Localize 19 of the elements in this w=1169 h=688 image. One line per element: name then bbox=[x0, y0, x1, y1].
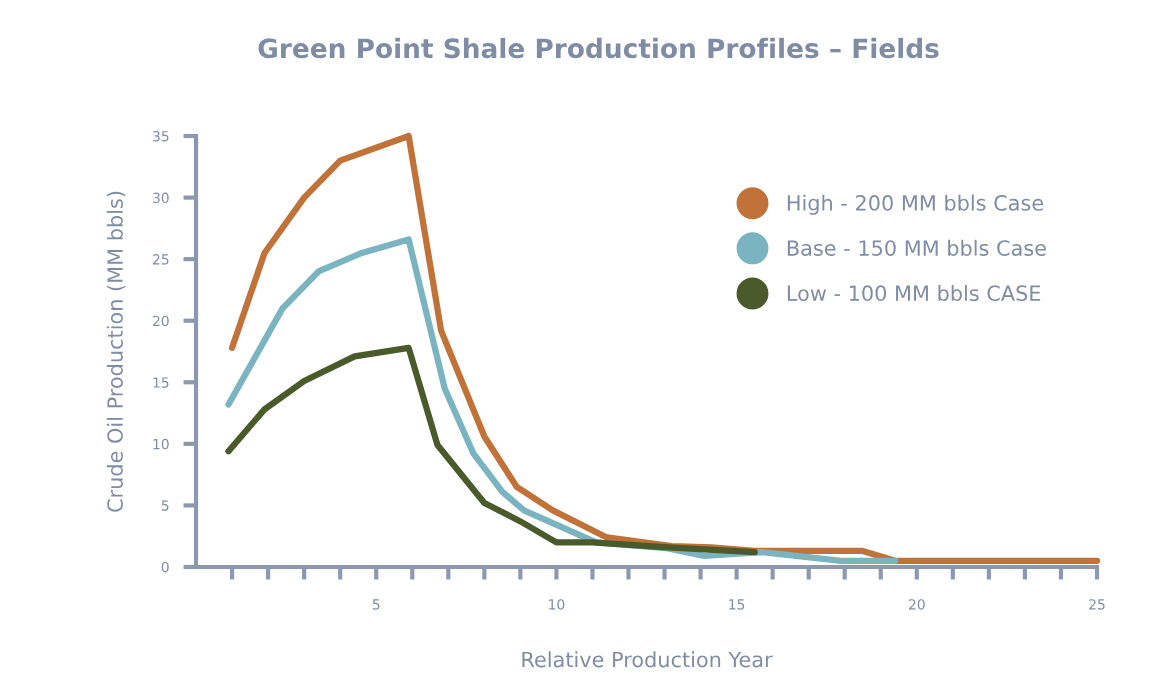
x-tick-label: 25 bbox=[1089, 599, 1105, 610]
legend-label: Base - 150 MM bbls Case bbox=[787, 239, 1046, 256]
y-axis-title: Crude Oil Production (MM bbls) bbox=[106, 191, 126, 512]
x-tick-label: 15 bbox=[729, 599, 745, 610]
y-tick-label: 15 bbox=[153, 377, 169, 388]
y-tick-label: 35 bbox=[153, 130, 169, 142]
x-axis-title: Relative Production Year bbox=[522, 651, 773, 668]
y-tick-label: 20 bbox=[153, 315, 169, 327]
legend-label: Low - 100 MM bbls CASE bbox=[787, 284, 1041, 302]
y-tick-label: 30 bbox=[153, 192, 169, 204]
x-tick-label: 10 bbox=[549, 599, 565, 610]
y-tick-label: 10 bbox=[153, 438, 169, 450]
x-tick-label: 20 bbox=[908, 599, 925, 610]
x-tick-label: 5 bbox=[372, 599, 380, 610]
chart-title: Green Point Shale Production Profiles – Fields bbox=[258, 37, 939, 59]
y-tick-label: 0 bbox=[161, 561, 169, 573]
legend-label: High - 200 MM bbls Case bbox=[787, 194, 1044, 215]
y-tick-label: 5 bbox=[161, 500, 169, 511]
y-tick-label: 25 bbox=[153, 254, 169, 265]
